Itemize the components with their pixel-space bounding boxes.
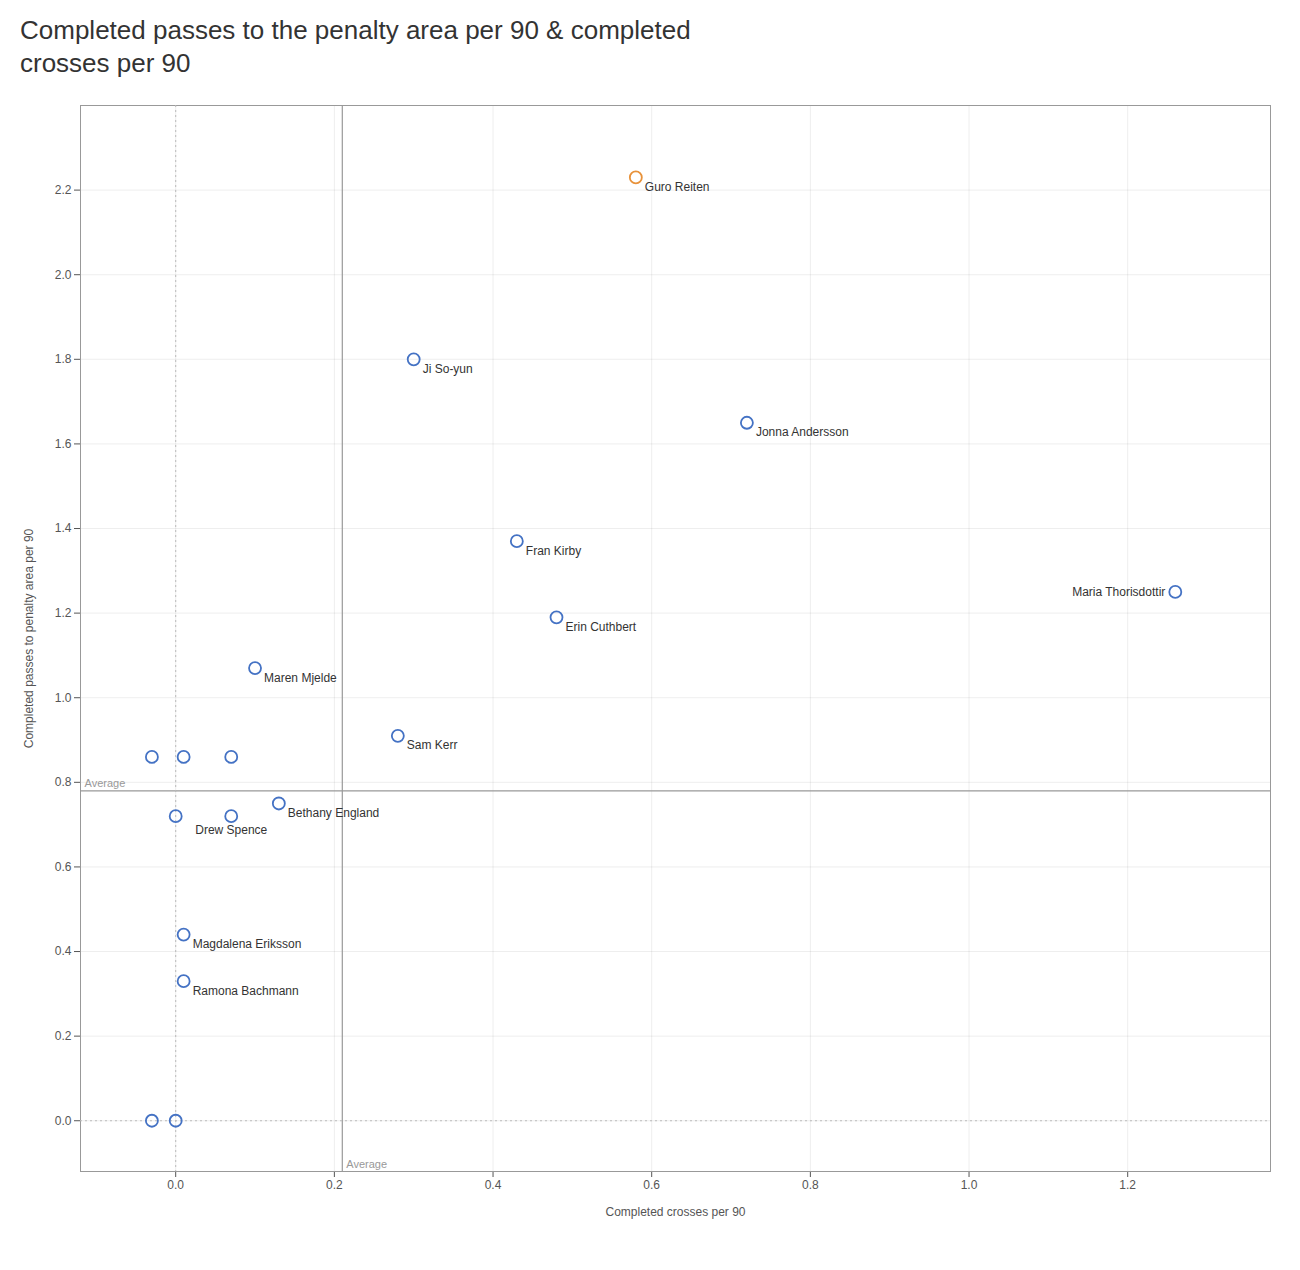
- svg-text:0.8: 0.8: [55, 775, 72, 789]
- svg-text:1.4: 1.4: [55, 521, 72, 535]
- svg-text:Maren Mjelde: Maren Mjelde: [264, 671, 337, 685]
- svg-text:Completed crosses per 90: Completed crosses per 90: [605, 1205, 745, 1219]
- svg-text:1.2: 1.2: [1119, 1178, 1136, 1192]
- svg-text:1.2: 1.2: [55, 606, 72, 620]
- svg-text:Drew Spence: Drew Spence: [195, 823, 267, 837]
- svg-text:Average: Average: [85, 777, 126, 789]
- svg-text:0.2: 0.2: [55, 1029, 72, 1043]
- svg-text:0.6: 0.6: [55, 860, 72, 874]
- svg-text:Ramona Bachmann: Ramona Bachmann: [193, 984, 299, 998]
- svg-text:0.4: 0.4: [55, 944, 72, 958]
- svg-text:0.0: 0.0: [55, 1114, 72, 1128]
- svg-text:0.0: 0.0: [167, 1178, 184, 1192]
- svg-text:Ji So-yun: Ji So-yun: [423, 362, 473, 376]
- svg-text:0.8: 0.8: [802, 1178, 819, 1192]
- svg-text:1.0: 1.0: [55, 691, 72, 705]
- svg-text:2.2: 2.2: [55, 183, 72, 197]
- svg-text:Maria Thorisdottir: Maria Thorisdottir: [1072, 585, 1165, 599]
- svg-text:0.4: 0.4: [485, 1178, 502, 1192]
- svg-text:1.8: 1.8: [55, 352, 72, 366]
- svg-text:Fran Kirby: Fran Kirby: [526, 544, 581, 558]
- svg-text:Erin Cuthbert: Erin Cuthbert: [566, 620, 637, 634]
- svg-text:Average: Average: [346, 1158, 387, 1170]
- svg-text:1.0: 1.0: [961, 1178, 978, 1192]
- svg-text:Guro Reiten: Guro Reiten: [645, 180, 710, 194]
- svg-text:2.0: 2.0: [55, 268, 72, 282]
- svg-text:Completed passes to penalty ar: Completed passes to penalty area per 90: [22, 528, 36, 748]
- svg-text:Jonna Andersson: Jonna Andersson: [756, 425, 849, 439]
- html-text:Completed passes to the penalt: Completed passes to the penalty area per…: [20, 15, 691, 78]
- svg-text:0.6: 0.6: [643, 1178, 660, 1192]
- svg-text:Sam Kerr: Sam Kerr: [407, 738, 458, 752]
- svg-text:0.2: 0.2: [326, 1178, 343, 1192]
- svg-text:1.6: 1.6: [55, 437, 72, 451]
- svg-text:Bethany England: Bethany England: [288, 806, 379, 820]
- svg-text:Magdalena Eriksson: Magdalena Eriksson: [193, 937, 302, 951]
